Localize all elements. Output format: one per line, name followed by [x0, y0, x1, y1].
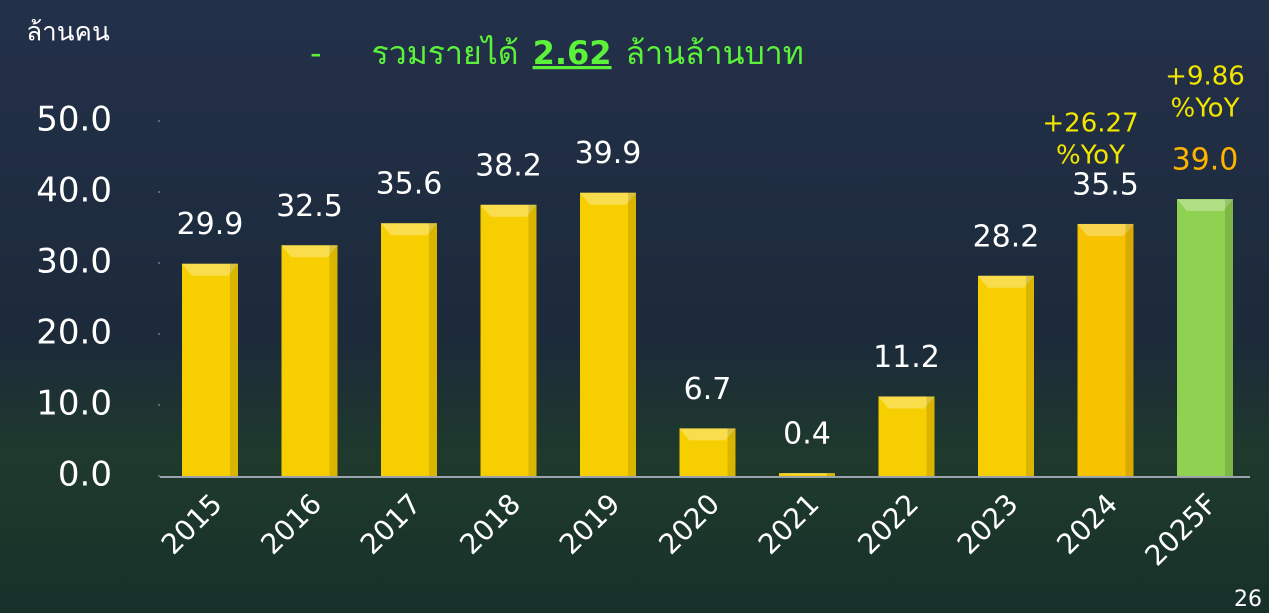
bar-bevel [580, 192, 636, 205]
bar-bevel [1077, 223, 1134, 236]
bar [978, 275, 1034, 476]
bar-bevel [381, 223, 437, 236]
value-label: 32.5 [276, 189, 343, 224]
bar-shade [827, 473, 835, 476]
bar-shade [230, 263, 238, 476]
annotation: %YoY [1056, 140, 1125, 170]
bar [182, 263, 238, 476]
value-label: 38.2 [475, 148, 542, 183]
y-tick-label: 30.0 [36, 242, 112, 282]
value-label: 11.2 [873, 340, 940, 375]
title-dash: - [310, 34, 322, 72]
bar [480, 204, 537, 476]
bar [580, 192, 636, 476]
value-label: 6.7 [684, 372, 732, 407]
bar-shade [926, 396, 935, 476]
y-tick-label: 20.0 [36, 313, 112, 353]
title-unit: ล้านล้านบาท [626, 34, 804, 72]
annotation: +9.86 [1165, 62, 1245, 92]
y-tick-label: 0.0 [58, 455, 112, 495]
bar [381, 223, 437, 476]
y-tick-label: 10.0 [36, 384, 112, 424]
bar-shade [628, 192, 636, 476]
bar-bevel [779, 473, 835, 475]
bar-shade [1026, 275, 1034, 476]
y-tick-label: 50.0 [36, 100, 112, 140]
bar-bevel [182, 263, 238, 276]
value-label: 29.9 [177, 207, 244, 242]
bar-shade [1225, 199, 1233, 476]
bar-bevel [281, 245, 338, 258]
y-tick-label: 40.0 [36, 171, 112, 211]
bar-bevel [1177, 199, 1233, 212]
annotation: %YoY [1171, 94, 1240, 124]
bar-shade [429, 223, 437, 476]
chart-title: - รวมรายได้ 2.62 ล้านล้านบาท [310, 34, 804, 72]
bar-bevel [878, 396, 935, 409]
bar-bevel [480, 204, 537, 217]
bar-shade [329, 245, 338, 476]
value-label: 39.0 [1172, 143, 1239, 178]
value-label: 0.4 [783, 417, 831, 452]
bar-shade [528, 204, 537, 476]
page-number: 26 [1234, 587, 1262, 612]
y-axis-label: ล้านคน [26, 18, 110, 48]
bar [1077, 223, 1134, 476]
value-label: 35.5 [1072, 167, 1139, 202]
value-label: 28.2 [973, 219, 1040, 254]
bar-bevel [978, 275, 1034, 288]
bar [878, 396, 935, 476]
bar-shade [1125, 223, 1134, 476]
title-text: รวมรายได้ [372, 34, 519, 72]
bar-shade [727, 428, 736, 476]
value-label: 39.9 [575, 136, 642, 171]
annotation: +26.27 [1042, 108, 1138, 138]
bar [281, 245, 338, 476]
title-amount: 2.62 [533, 34, 612, 72]
bar-bevel [679, 428, 736, 441]
bar [779, 473, 835, 476]
value-label: 35.6 [376, 167, 443, 202]
bar [679, 428, 736, 476]
bar [1177, 199, 1233, 476]
